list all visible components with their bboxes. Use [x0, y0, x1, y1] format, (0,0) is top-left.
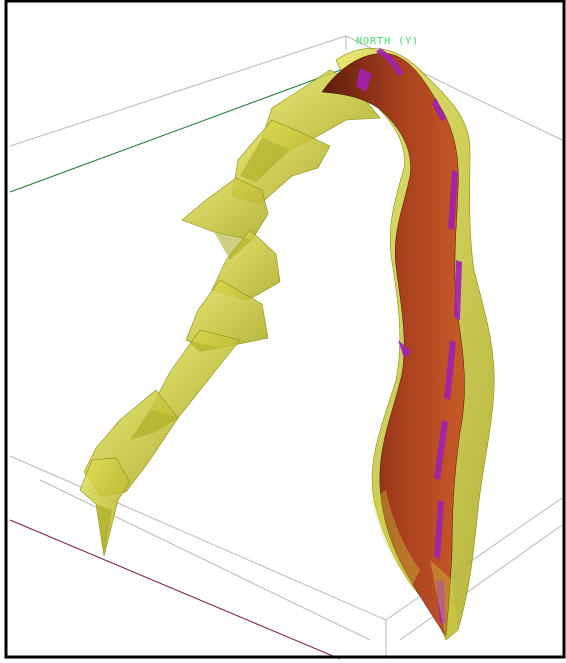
x-axis-line	[9, 519, 341, 660]
outer-surface-left-branch[interactable]	[79, 69, 381, 557]
viewport-frame	[4, 0, 566, 659]
box-edge	[9, 35, 347, 147]
inner-surface-highlights	[356, 48, 462, 624]
box-edge	[399, 524, 563, 641]
y-axis-line	[9, 67, 347, 193]
box-edge	[9, 455, 387, 621]
outer-surface-left-shading	[96, 138, 290, 556]
box-edge	[385, 497, 563, 621]
inner-surface[interactable]	[321, 53, 465, 637]
outer-surface-front-sheet	[372, 490, 458, 640]
axis-label-north: NORTH (Y)	[356, 36, 420, 47]
box-edge	[39, 479, 371, 641]
